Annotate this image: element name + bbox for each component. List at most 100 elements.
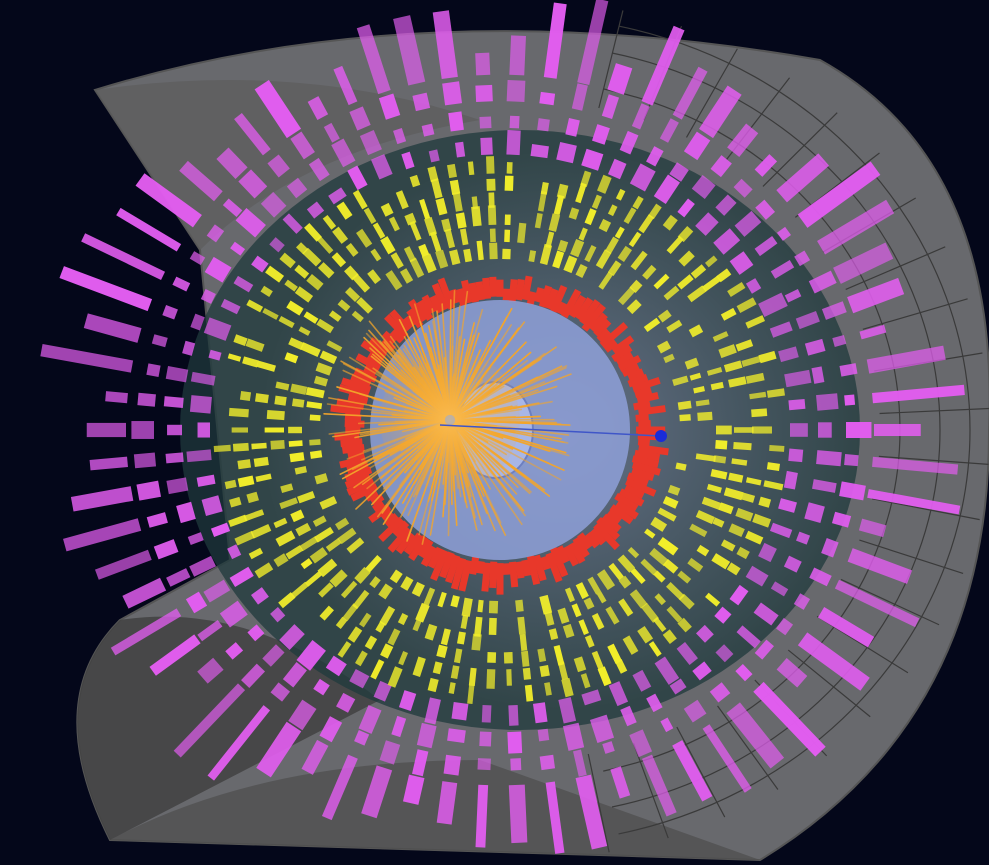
hcal-cell bbox=[553, 194, 565, 216]
hcal-cell bbox=[265, 265, 285, 283]
muon-tower bbox=[846, 422, 872, 438]
muon-tower bbox=[479, 116, 492, 129]
hcal-cell bbox=[617, 286, 636, 306]
muon-tower bbox=[197, 422, 210, 438]
ecal-cell bbox=[589, 312, 608, 333]
hcal-cell bbox=[728, 523, 745, 538]
shell-grid-line bbox=[878, 455, 989, 465]
muon-tower bbox=[736, 625, 761, 649]
muon-tower bbox=[451, 702, 469, 721]
hcal-cell bbox=[734, 427, 754, 433]
hcal-cell bbox=[345, 287, 361, 302]
muon-tower bbox=[207, 705, 271, 781]
ecal-cell bbox=[545, 552, 563, 583]
hcal-cell bbox=[297, 491, 316, 504]
muon-tower bbox=[323, 122, 340, 143]
shell-grid-arc bbox=[618, 25, 971, 835]
muon-tower bbox=[797, 632, 870, 691]
hcal-cell bbox=[735, 339, 754, 352]
muon-tower bbox=[745, 278, 762, 294]
ecal-cell bbox=[469, 556, 480, 575]
hcal-cell bbox=[316, 235, 334, 254]
hcal-cell bbox=[372, 222, 386, 239]
muon-tower bbox=[279, 624, 305, 650]
hcal-cell bbox=[304, 222, 322, 242]
hcal-cell bbox=[288, 337, 305, 351]
muon-tower bbox=[133, 452, 157, 469]
muon-tower bbox=[436, 781, 458, 825]
hcal-cell bbox=[363, 207, 377, 225]
muon-tower bbox=[356, 24, 391, 95]
muon-tower bbox=[646, 693, 663, 713]
muon-tower bbox=[146, 512, 168, 528]
muon-tower bbox=[70, 486, 134, 512]
hcal-cell bbox=[365, 555, 382, 573]
hcal-cell bbox=[306, 401, 323, 410]
hcal-cell bbox=[448, 682, 456, 694]
hcal-cell bbox=[340, 580, 358, 599]
muon-tower bbox=[847, 548, 913, 584]
ecal-cell bbox=[568, 541, 586, 564]
ecal-cell bbox=[581, 303, 606, 332]
hcal-cell bbox=[421, 253, 437, 274]
hcal-cell bbox=[666, 582, 685, 601]
hcal-cell bbox=[726, 562, 741, 576]
muon-tower bbox=[428, 149, 440, 163]
hcal-cell bbox=[517, 616, 526, 635]
muon-tower bbox=[874, 423, 921, 437]
ecal-cell bbox=[340, 377, 372, 394]
muon-tower bbox=[110, 608, 182, 656]
hcal-cell bbox=[718, 344, 737, 359]
hcal-cell bbox=[575, 182, 587, 204]
hcal-cell bbox=[471, 633, 482, 651]
muon-tower bbox=[361, 765, 393, 819]
muon-tower bbox=[669, 678, 687, 695]
hcal-cell bbox=[432, 661, 443, 675]
hcal-cell bbox=[275, 530, 296, 547]
hcal-cell bbox=[731, 458, 748, 466]
muon-tower bbox=[442, 81, 463, 106]
hcal-cell bbox=[733, 442, 752, 451]
hcal-cell bbox=[463, 248, 473, 263]
hcal-cell bbox=[437, 591, 447, 608]
muon-tower bbox=[186, 449, 212, 463]
hcal-cell bbox=[486, 156, 495, 174]
hcal-cell bbox=[459, 228, 469, 246]
hcal-cell bbox=[687, 285, 707, 303]
muon-tower bbox=[227, 544, 242, 560]
muon-tower bbox=[776, 226, 791, 241]
muon-tower bbox=[200, 288, 216, 304]
hcal-cell bbox=[400, 576, 414, 591]
hcal-cell bbox=[752, 426, 772, 434]
muon-tower bbox=[358, 705, 382, 734]
hcal-cell bbox=[534, 212, 543, 229]
hcal-cell bbox=[278, 315, 295, 329]
hcal-cell bbox=[580, 673, 591, 689]
muon-tower bbox=[270, 607, 286, 623]
hcal-cell bbox=[424, 216, 438, 237]
muon-tower bbox=[105, 391, 128, 404]
muon-tower bbox=[729, 584, 749, 606]
hcal-cell bbox=[487, 205, 497, 226]
hcal-cell bbox=[769, 444, 785, 452]
muon-tower bbox=[821, 301, 847, 320]
ecal-cell bbox=[439, 551, 455, 579]
muon-tower bbox=[475, 52, 491, 76]
hcal-cell bbox=[476, 240, 484, 261]
ecal-cell bbox=[445, 554, 461, 584]
hcal-cell bbox=[618, 598, 634, 617]
hcal-cell bbox=[584, 208, 597, 226]
muon-tower bbox=[447, 728, 466, 743]
hcal-cell bbox=[387, 628, 401, 646]
hcal-cell bbox=[564, 587, 576, 603]
muon-tower bbox=[216, 147, 248, 179]
hcal-cell bbox=[355, 650, 368, 667]
hcal-cell bbox=[598, 218, 612, 233]
ecal-cell bbox=[344, 466, 373, 482]
muon-tower bbox=[190, 371, 216, 386]
hcal-cell bbox=[562, 623, 575, 639]
muon-tower bbox=[269, 237, 285, 253]
ecal-cell bbox=[589, 527, 607, 546]
hcal-cell bbox=[488, 192, 495, 208]
hcal-cell bbox=[596, 591, 607, 604]
